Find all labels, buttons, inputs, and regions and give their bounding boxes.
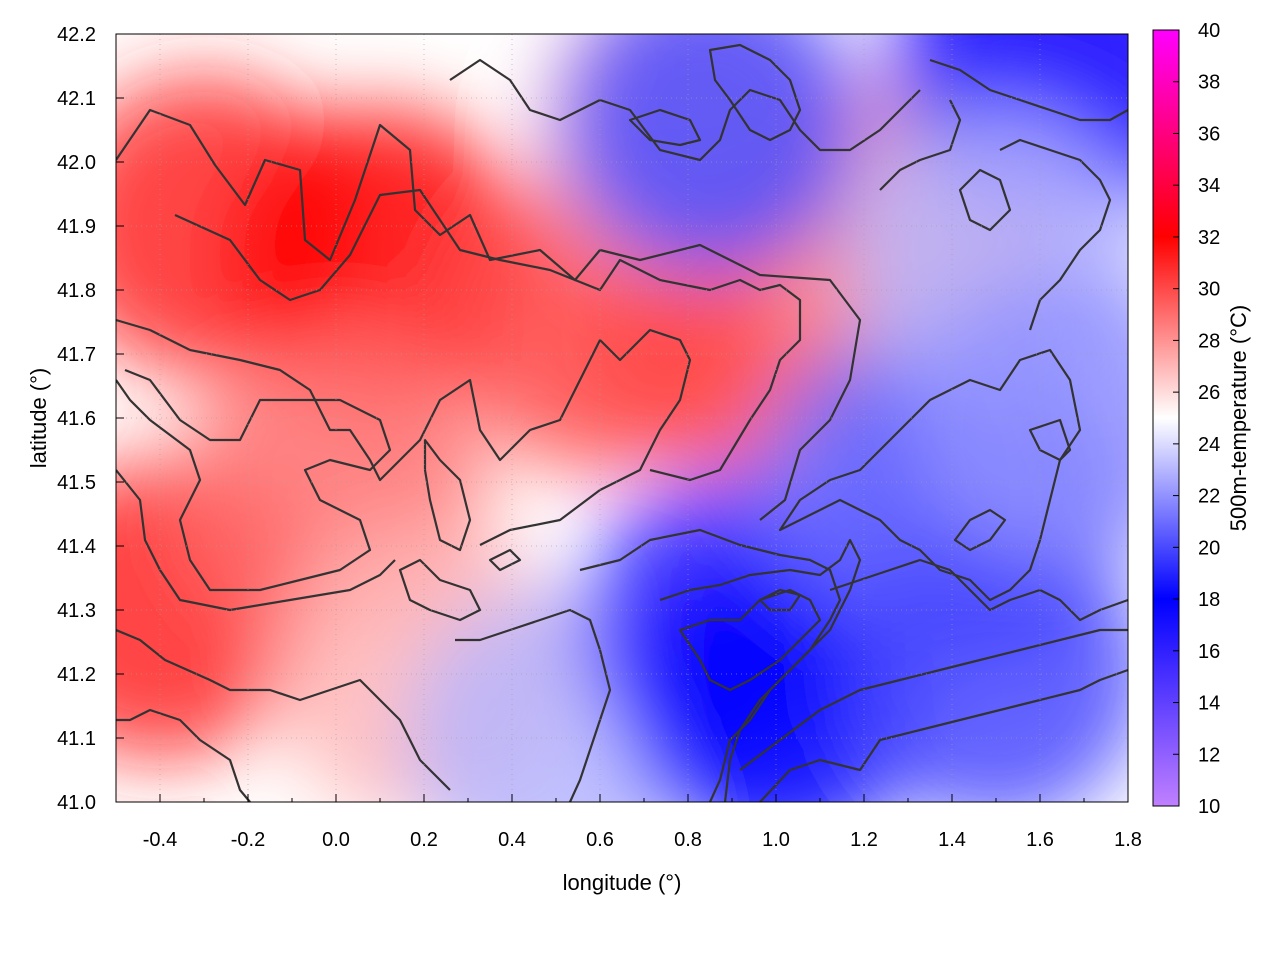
x-tick-label: 1.6 bbox=[1026, 829, 1054, 851]
contour-line bbox=[1028, 418, 1072, 462]
colorbar-tick-label: 12 bbox=[1198, 744, 1220, 766]
x-axis-title: longitude (°) bbox=[563, 870, 682, 895]
colorbar-tick-label: 10 bbox=[1198, 796, 1220, 818]
x-tick-label: 1.4 bbox=[938, 829, 966, 851]
contour-line bbox=[758, 588, 802, 612]
contour-line bbox=[879, 99, 962, 191]
contour-line bbox=[739, 628, 1128, 771]
contour-line bbox=[659, 538, 862, 802]
colorbar-tick-label: 24 bbox=[1198, 434, 1220, 456]
y-tick-label: 41.9 bbox=[57, 216, 96, 238]
temperature-field bbox=[116, 34, 1128, 802]
x-tick-label: 1.8 bbox=[1114, 829, 1142, 851]
x-axis: -0.4 -0.2 0.0 0.2 0.4 0.6 0.8 1.0 1.2 1.4 1.6 1.8 bbox=[115, 794, 1142, 851]
contour-line bbox=[488, 548, 522, 572]
y-tick-label: 42.0 bbox=[57, 152, 96, 174]
colorbar-tick-label: 22 bbox=[1198, 486, 1220, 508]
contour-line bbox=[455, 608, 612, 802]
contour-line bbox=[628, 108, 702, 147]
colorbar-tick-label: 18 bbox=[1198, 589, 1220, 611]
colorbar-tick-label: 36 bbox=[1198, 123, 1220, 145]
contour-line bbox=[759, 668, 1128, 802]
x-tick-label: 1.2 bbox=[850, 829, 878, 851]
isotherm-contours bbox=[116, 43, 1128, 802]
x-tick-label: 0.0 bbox=[322, 829, 350, 851]
x-tick-label: 0.2 bbox=[410, 829, 438, 851]
contour-line bbox=[778, 348, 1082, 602]
x-tick-label: 0.6 bbox=[586, 829, 614, 851]
contour-line bbox=[423, 438, 472, 552]
contour-line bbox=[116, 368, 392, 592]
x-tick-label: 0.8 bbox=[674, 829, 702, 851]
colorbar-tick-label: 28 bbox=[1198, 330, 1220, 352]
y-tick-label: 41.7 bbox=[57, 344, 96, 366]
y-tick-label: 41.3 bbox=[57, 600, 96, 622]
contour-line bbox=[116, 708, 251, 802]
colorbar-title: 500m-temperature (°C) bbox=[1226, 305, 1251, 531]
colorbar-ticks: 10 12 14 16 18 20 22 24 26 28 30 32 34 36 38 40 bbox=[1173, 20, 1220, 818]
contour-line bbox=[953, 508, 1007, 552]
temperature-cell bbox=[560, 34, 860, 274]
x-tick-label: -0.2 bbox=[231, 829, 265, 851]
contour-line bbox=[999, 138, 1112, 331]
colorbar-tick-label: 40 bbox=[1198, 20, 1220, 42]
contour-line bbox=[116, 318, 692, 546]
colorbar-tick-label: 16 bbox=[1198, 641, 1220, 663]
x-tick-label: 0.4 bbox=[498, 829, 526, 851]
contour-line bbox=[116, 469, 396, 612]
temperature-cell bbox=[912, 268, 1128, 568]
x-tick-label: 1.0 bbox=[762, 829, 790, 851]
y-tick-label: 41.1 bbox=[57, 728, 96, 750]
contour-line bbox=[678, 588, 822, 692]
y-axis: 41.0 41.1 41.2 41.3 41.4 41.5 41.6 41.7 41.8 41.9… bbox=[57, 24, 124, 814]
contour-line bbox=[174, 188, 802, 482]
y-tick-label: 42.1 bbox=[57, 88, 96, 110]
contour-line bbox=[449, 58, 921, 162]
colorbar-tick-label: 34 bbox=[1198, 175, 1220, 197]
contour-line bbox=[958, 168, 1012, 232]
temperature-cell bbox=[846, 524, 1128, 802]
contour-line bbox=[829, 558, 1128, 622]
contour-line bbox=[116, 628, 451, 791]
colorbar-tick-label: 20 bbox=[1198, 537, 1220, 559]
y-tick-label: 41.0 bbox=[57, 792, 96, 814]
colorbar-tick-label: 14 bbox=[1198, 693, 1220, 715]
y-tick-label: 41.4 bbox=[57, 536, 96, 558]
y-tick-label: 41.6 bbox=[57, 408, 96, 430]
y-tick-label: 42.2 bbox=[57, 24, 96, 46]
x-tick-label: -0.4 bbox=[143, 829, 177, 851]
colorbar-gradient bbox=[1152, 29, 1180, 807]
contour-line bbox=[708, 43, 802, 142]
colorbar-tick-label: 30 bbox=[1198, 279, 1220, 301]
colorbar-tick-label: 26 bbox=[1198, 382, 1220, 404]
y-tick-label: 41.5 bbox=[57, 472, 96, 494]
contour-line bbox=[929, 58, 1128, 122]
contour-line bbox=[116, 108, 862, 521]
colorbar: 10 12 14 16 18 20 22 24 26 28 30 32 34 36 38 40 500m-te… bbox=[1152, 20, 1251, 818]
colorbar-tick-label: 32 bbox=[1198, 227, 1220, 249]
y-tick-label: 41.2 bbox=[57, 664, 96, 686]
y-axis-title: latitude (°) bbox=[26, 368, 51, 469]
y-tick-label: 41.8 bbox=[57, 280, 96, 302]
contour-line bbox=[398, 558, 482, 622]
colorbar-tick-label: 38 bbox=[1198, 72, 1220, 94]
